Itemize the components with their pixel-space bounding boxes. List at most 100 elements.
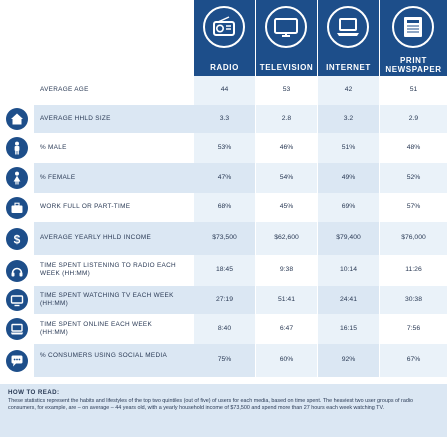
row-label: TIME SPENT ONLINE EACH WEEK (HH:MM)	[40, 321, 153, 337]
table-cell: 7:56	[406, 325, 421, 332]
table-row: % CONSUMERS USING SOCIAL MEDIA 75% 60% 92% 6…	[0, 344, 447, 377]
column-label: PRINT NEWSPAPER	[385, 56, 442, 74]
table-cell: 45%	[279, 203, 294, 210]
table-cell: 69%	[341, 203, 356, 210]
table-cell: 51:41	[277, 296, 295, 303]
table-row: $ AVERAGE YEARLY HHLD INCOME $73,500 $62,60…	[0, 222, 447, 255]
column-label: TELEVISION	[259, 63, 314, 72]
dollar-icon: $	[6, 228, 28, 250]
male-icon	[6, 137, 28, 159]
table-cell: 60%	[279, 356, 294, 363]
television-icon	[265, 6, 307, 48]
cell-background	[194, 193, 255, 222]
table-cell: 53	[282, 86, 291, 93]
column-header-print-newspaper: PRINT NEWSPAPER	[380, 0, 447, 76]
row-band	[34, 163, 194, 193]
cell-background	[194, 222, 255, 255]
cell-background	[194, 163, 255, 193]
table-cell: 2.8	[281, 115, 292, 122]
table-cell: 3.2	[343, 115, 354, 122]
cell-background	[194, 344, 255, 377]
cell-background	[256, 222, 317, 255]
female-icon	[6, 167, 28, 189]
table-row: % FEMALE 47% 54% 49% 52%	[0, 163, 447, 193]
row-label: % MALE	[40, 144, 67, 151]
row-label: AVERAGE AGE	[40, 86, 89, 93]
cell-background	[380, 105, 447, 133]
table-cell: 8:40	[217, 325, 232, 332]
table-cell: 44	[220, 86, 229, 93]
cell-background	[256, 105, 317, 133]
cell-background	[194, 314, 255, 344]
row-band	[34, 105, 194, 133]
table-cell: 2.9	[408, 115, 419, 122]
table-row: TIME SPENT LISTENING TO RADIO EACH WEEK …	[0, 255, 447, 286]
row-band	[34, 286, 194, 314]
table-cell: 46%	[279, 144, 294, 151]
laptop-icon	[327, 6, 369, 48]
table-cell: 75%	[217, 356, 232, 363]
cell-background	[318, 133, 379, 163]
cell-background	[318, 76, 379, 105]
cell-background	[194, 286, 255, 314]
table-cell: 24:41	[339, 296, 357, 303]
table-cell: 16:15	[339, 325, 357, 332]
table-cell: $79,400	[336, 234, 361, 241]
row-label: % CONSUMERS USING SOCIAL MEDIA	[40, 352, 168, 359]
column-header-internet: INTERNET	[318, 0, 379, 76]
cell-background	[194, 76, 255, 105]
computer-icon	[6, 318, 28, 340]
table-cell: $76,000	[401, 234, 426, 241]
newspaper-icon	[392, 6, 434, 48]
table-cell: 68%	[217, 203, 232, 210]
table-cell: 27:19	[215, 296, 233, 303]
table-cell: 10:14	[339, 266, 357, 273]
table-cell: 53%	[217, 144, 232, 151]
table-cell: 42	[344, 86, 353, 93]
table-row: WORK FULL OR PART-TIME 68% 45% 69% 57%	[0, 193, 447, 222]
column-header-television: TELEVISION	[256, 0, 317, 76]
table-cell: 51%	[341, 144, 356, 151]
headphones-icon	[6, 260, 28, 282]
row-label: TIME SPENT LISTENING TO RADIO EACH WEEK …	[40, 262, 176, 278]
table-cell: 11:26	[405, 266, 422, 273]
table-cell: 3.3	[219, 115, 230, 122]
table-row: AVERAGE HHLD SIZE 3.3 2.8 3.2 2.9	[0, 105, 447, 133]
cell-background	[318, 222, 379, 255]
row-label: % FEMALE	[40, 174, 76, 181]
row-label: AVERAGE HHLD SIZE	[40, 115, 111, 122]
cell-background	[380, 286, 447, 314]
cell-background	[380, 222, 447, 255]
table-row: TIME SPENT ONLINE EACH WEEK (HH:MM) 8:40 6…	[0, 314, 447, 344]
cell-background	[318, 105, 379, 133]
cell-background	[194, 133, 255, 163]
table-cell: 30:38	[404, 296, 422, 303]
tv-icon	[6, 289, 28, 311]
table-cell: $73,500	[212, 234, 237, 241]
table-row: % MALE 53% 46% 51% 48%	[0, 133, 447, 163]
cell-background	[318, 314, 379, 344]
column-label: INTERNET	[326, 63, 371, 72]
svg-text:$: $	[14, 233, 21, 247]
table-row: AVERAGE AGE 44 53 42 51	[0, 76, 447, 105]
chat-icon	[6, 350, 28, 372]
table-cell: $62,600	[274, 234, 299, 241]
briefcase-icon	[6, 197, 28, 219]
how-to-read-box: HOW TO READ: These statistics represent …	[0, 384, 447, 437]
radio-icon	[203, 6, 245, 48]
cell-background	[318, 193, 379, 222]
table-cell: 6:47	[279, 325, 294, 332]
table-cell: 48%	[406, 144, 421, 151]
table-cell: 52%	[406, 174, 421, 181]
table-cell: 51	[409, 86, 418, 93]
table-cell: 57%	[406, 203, 421, 210]
column-header-radio: RADIO	[194, 0, 255, 76]
table-cell: 9:38	[279, 266, 294, 273]
table-cell: 18:45	[215, 266, 233, 273]
cell-background	[256, 344, 317, 377]
cell-background	[256, 163, 317, 193]
how-to-read-heading: HOW TO READ:	[8, 389, 60, 396]
table-cell: 92%	[341, 356, 356, 363]
table-cell: 49%	[341, 174, 356, 181]
